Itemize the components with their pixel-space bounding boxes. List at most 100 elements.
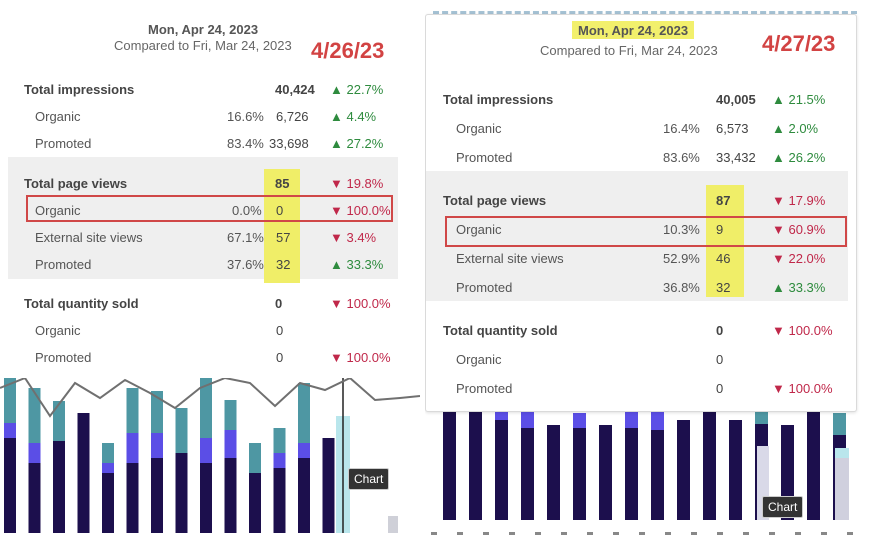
x-axis-tick [457, 532, 463, 535]
row-value: 0 [716, 381, 724, 396]
x-axis-tick [509, 532, 515, 535]
bar-segment [322, 438, 335, 533]
row-change: ▲ 2.0% [772, 121, 819, 136]
bar-segment [729, 420, 742, 520]
row-label: Total page views [443, 193, 547, 208]
row-value: 6,573 [716, 121, 749, 136]
bar-segment [547, 425, 560, 520]
row-percent: 67.1% [227, 230, 264, 245]
bar-segment [599, 425, 612, 520]
row-label: Total quantity sold [443, 323, 558, 338]
bar-segment [298, 443, 310, 458]
x-axis-tick [847, 532, 853, 535]
row-percent: 83.4% [227, 136, 264, 151]
tooltip-compare-date: Compared to Fri, Mar 24, 2023 [540, 43, 718, 58]
row-change: ▼ 60.9% [772, 222, 826, 237]
x-axis-tick [431, 532, 437, 535]
bar-segment [651, 430, 664, 520]
bar-segment [833, 413, 846, 435]
bar-segment [151, 458, 163, 533]
row-change: ▼ 100.0% [330, 203, 391, 218]
bar-segment [249, 443, 261, 473]
row-label: Promoted [35, 136, 92, 151]
bar-segment [495, 410, 508, 420]
row-value: 32 [276, 257, 291, 272]
row-change: ▲ 26.2% [772, 150, 826, 165]
bar-segment [755, 408, 768, 424]
bar-segment [53, 441, 65, 533]
page-views-section-bg [426, 171, 848, 301]
row-label: Organic [456, 121, 502, 136]
left-bar-chart: Chart [0, 378, 420, 548]
bar-segment [495, 420, 508, 520]
row-change: ▼ 17.9% [772, 193, 826, 208]
row-label: Promoted [456, 280, 513, 295]
row-label: Promoted [35, 350, 92, 365]
bar-segment [521, 408, 534, 428]
chart-label-tooltip: Chart [348, 468, 390, 490]
bar-segment [53, 401, 65, 441]
row-value: 0 [276, 323, 284, 338]
organic-row-red-outline [445, 216, 847, 247]
bar-segment [298, 383, 310, 443]
bar-segment [443, 408, 456, 520]
bar-segment [200, 378, 212, 438]
bar-segment [151, 391, 163, 433]
tooltip-compare-date: Compared to Fri, Mar 24, 2023 [114, 38, 292, 53]
left-screenshot-panel: Chart Mon, Apr 24, 2023 Compared to Fri,… [0, 0, 420, 548]
chart-top-dashed-line [433, 11, 857, 14]
bar-segment [102, 443, 114, 463]
row-change: ▲ 33.3% [772, 280, 826, 295]
row-label: Organic [35, 109, 81, 124]
bar-segment [835, 458, 849, 520]
row-label: Total page views [24, 176, 128, 191]
x-axis-tick [743, 532, 749, 535]
bar-segment [625, 408, 638, 428]
bar-segment [273, 453, 286, 468]
bar-segment [703, 410, 716, 520]
bar-segment [28, 463, 41, 533]
organic-row-red-outline [26, 195, 393, 222]
bar-segment [273, 468, 286, 533]
bar-segment [807, 410, 820, 520]
page-views-section-bg [8, 157, 398, 279]
row-change: ▲ 33.3% [330, 257, 384, 272]
bar-segment [298, 458, 310, 533]
bar-segment [102, 473, 114, 533]
row-change: ▲ 4.4% [330, 109, 377, 124]
bar-segment [4, 378, 16, 423]
row-change: ▼ 100.0% [330, 296, 391, 311]
x-axis-tick [795, 532, 801, 535]
row-value: 0 [275, 296, 283, 311]
metrics-tooltip: Mon, Apr 24, 2023 Compared to Fri, Mar 2… [8, 12, 406, 378]
x-axis-tick [587, 532, 593, 535]
bar-segment [4, 438, 16, 533]
row-label: Organic [35, 323, 81, 338]
row-label: External site views [456, 251, 564, 266]
row-change: ▼ 100.0% [772, 381, 833, 396]
bar-segment [126, 463, 139, 533]
right-screenshot-panel: Chart Mon, Apr 24, 2023 Compared to Fri,… [425, 0, 869, 548]
x-axis-tick [483, 532, 489, 535]
x-axis-tick [561, 532, 567, 535]
row-value: 0 [276, 350, 284, 365]
bar-segment [469, 412, 482, 520]
bar-segment [224, 430, 237, 458]
bar-segment [249, 473, 261, 533]
bar-segment [175, 408, 188, 453]
bar-segment [521, 428, 534, 520]
bar-segment [273, 428, 286, 453]
row-label: Total impressions [443, 92, 554, 107]
bar-segment [677, 420, 690, 520]
bar-segment [200, 438, 212, 463]
bar-segment [388, 516, 398, 533]
date-highlight: Mon, Apr 24, 2023 [572, 21, 695, 39]
metrics-tooltip: Mon, Apr 24, 2023 Compared to Fri, Mar 2… [425, 14, 857, 412]
page-views-value-highlight [706, 185, 744, 297]
bar-segment [224, 400, 237, 430]
row-percent: 0.0% [232, 203, 262, 218]
row-percent: 16.4% [663, 121, 700, 136]
row-change: ▲ 22.7% [330, 82, 384, 97]
row-change: ▼ 100.0% [772, 323, 833, 338]
bar-segment [102, 463, 114, 473]
